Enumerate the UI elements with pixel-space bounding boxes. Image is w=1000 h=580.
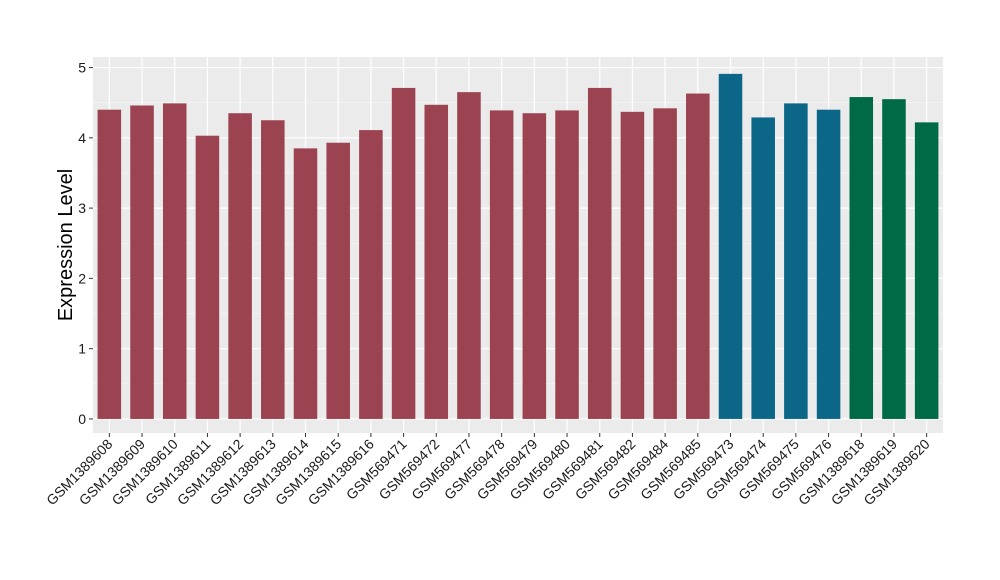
y-tick-label: 5 <box>78 60 86 76</box>
bar-GSM1389618 <box>849 97 874 419</box>
y-tick-label: 0 <box>78 411 86 427</box>
bar-GSM1389609 <box>130 105 154 419</box>
bar-GSM1389610 <box>162 103 187 419</box>
bar-GSM569481 <box>587 87 612 419</box>
bar-GSM569478 <box>489 110 514 419</box>
bar-GSM569477 <box>457 92 481 419</box>
y-tick-label: 4 <box>78 130 86 146</box>
bar-GSM1389611 <box>195 135 220 419</box>
bar-GSM1389619 <box>882 99 906 419</box>
bar-GSM1389616 <box>359 130 383 419</box>
bar-GSM569484 <box>653 108 677 419</box>
bar-GSM569485 <box>686 93 710 419</box>
y-tick-label: 3 <box>78 200 86 216</box>
y-axis: 0 1 2 3 4 5 <box>78 60 93 427</box>
y-tick-label: 2 <box>78 270 86 286</box>
plot-panel <box>93 57 943 433</box>
y-axis-title: Expression Level <box>55 169 77 321</box>
bar-GSM569482 <box>620 111 645 419</box>
bar-GSM1389614 <box>293 148 318 419</box>
bar-GSM569471 <box>391 87 416 419</box>
bars <box>97 73 939 419</box>
bar-GSM569479 <box>522 113 547 419</box>
bar-GSM569480 <box>555 110 579 419</box>
bar-GSM569474 <box>751 117 775 419</box>
bar-GSM1389615 <box>326 142 350 419</box>
y-tick-label: 1 <box>78 341 86 357</box>
bar-GSM1389613 <box>261 120 285 419</box>
bar-GSM1389620 <box>914 122 939 419</box>
bar-GSM1389612 <box>228 113 252 419</box>
x-axis: GSM1389608GSM1389609GSM1389610GSM1389611… <box>43 433 933 508</box>
bar-GSM569475 <box>784 103 808 419</box>
bar-GSM569473 <box>718 73 743 419</box>
bar-GSM569472 <box>424 104 449 419</box>
bar-GSM1389608 <box>97 109 122 419</box>
bar-GSM569476 <box>816 109 841 419</box>
